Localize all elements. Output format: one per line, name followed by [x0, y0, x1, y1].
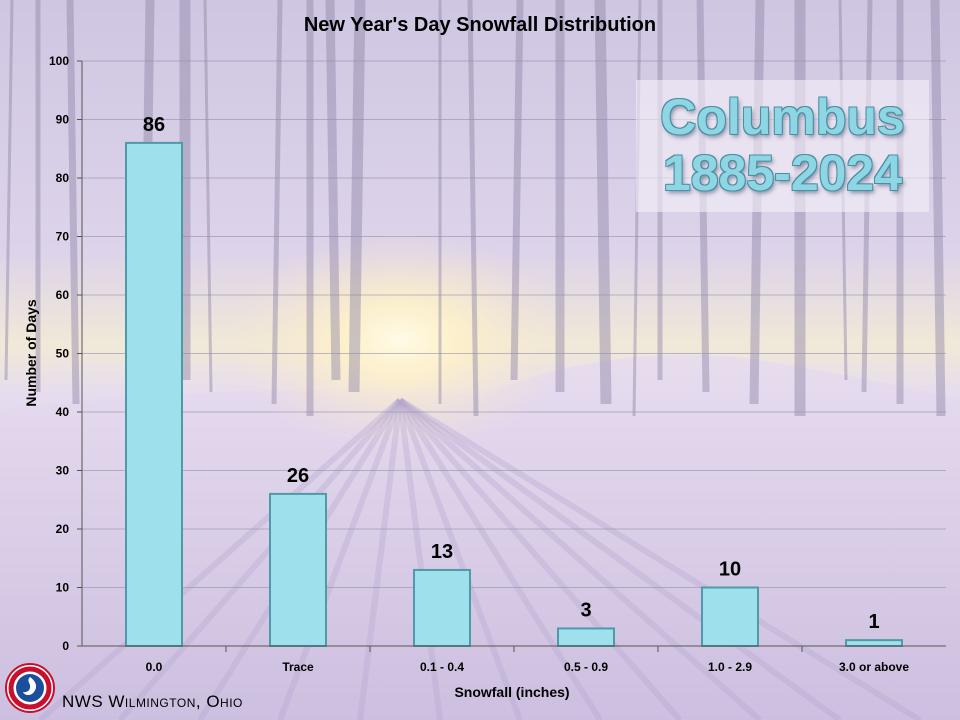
- y-tick-label: 80: [56, 171, 70, 185]
- y-tick-label: 40: [56, 405, 70, 419]
- y-tick-label: 0: [62, 639, 69, 653]
- x-tick-label: 3.0 or above: [839, 660, 909, 674]
- data-label: 86: [143, 114, 165, 136]
- bar: [125, 141, 183, 647]
- bar: [701, 586, 759, 647]
- y-tick-label: 50: [56, 347, 70, 361]
- chart-title: New Year's Day Snowfall Distribution: [303, 14, 657, 36]
- nws-seal-icon: [5, 663, 55, 713]
- y-tick-label: 30: [56, 464, 70, 478]
- data-label: 13: [431, 541, 453, 563]
- station-panel: Columbus 1885-2024: [636, 80, 929, 212]
- y-tick-label: 10: [56, 581, 70, 595]
- x-tick-label: 0.1 - 0.4: [420, 660, 464, 674]
- data-label: 3: [580, 599, 591, 621]
- y-axis-title: Number of Days: [23, 299, 39, 407]
- station-name: Columbus: [660, 89, 905, 145]
- x-axis-title: Snowfall (inches): [454, 684, 569, 700]
- x-tick-label: 1.0 - 2.9: [708, 660, 752, 674]
- office-label: NWS Wilmington, Ohio: [62, 692, 243, 711]
- y-tick-label: 70: [56, 230, 70, 244]
- y-tick-label: 100: [49, 54, 69, 68]
- data-label: 10: [719, 559, 741, 581]
- x-tick-label: 0.0: [146, 660, 163, 674]
- y-tick-label: 20: [56, 522, 70, 536]
- bar: [845, 639, 903, 648]
- gridlines: [82, 60, 946, 588]
- x-tick-label: Trace: [282, 660, 314, 674]
- bar: [557, 627, 615, 648]
- bar: [269, 492, 327, 647]
- y-axis-ticks: 0 10 20 30 40 50 60 70 80 90 100: [49, 54, 82, 653]
- y-tick-label: 90: [56, 113, 70, 127]
- x-tick-label: 0.5 - 0.9: [564, 660, 608, 674]
- station-years: 1885-2024: [662, 145, 903, 201]
- bar: [413, 568, 471, 648]
- data-label: 26: [287, 465, 309, 487]
- data-label: 1: [868, 611, 879, 633]
- bars: [125, 141, 903, 648]
- x-axis-ticks: 0.0 Trace 0.1 - 0.4 0.5 - 0.9 1.0 - 2.9 3.0 o…: [146, 646, 909, 674]
- data-labels: 86 26 13 3 10 1: [143, 114, 880, 633]
- y-tick-label: 60: [56, 288, 70, 302]
